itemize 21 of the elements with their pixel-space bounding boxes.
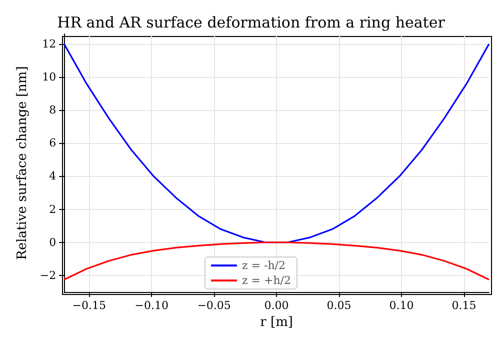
y-tick-label: 6 xyxy=(49,136,56,150)
y-tick-label: 12 xyxy=(42,37,56,50)
y-tick-label: 10 xyxy=(42,70,56,84)
x-tick-label: −0.15 xyxy=(72,299,106,312)
y-tick-label: 8 xyxy=(49,104,56,117)
y-tick-label: 4 xyxy=(49,170,56,183)
y-tick-label: 0 xyxy=(49,236,56,249)
chart-title: HR and AR surface deformation from a ring heater xyxy=(57,14,446,32)
x-tick-label: −0.05 xyxy=(197,299,231,312)
legend-label: z = -h/2 xyxy=(242,259,286,272)
line-series xyxy=(63,43,490,244)
x-tick-label: 0.15 xyxy=(452,299,476,312)
y-tick-label: −2 xyxy=(40,268,56,282)
x-tick-label: 0.00 xyxy=(264,299,289,312)
x-tick-label: 0.10 xyxy=(389,299,414,312)
x-tick-label: 0.05 xyxy=(326,299,352,312)
y-axis-title: Relative surface change [nm] xyxy=(15,66,30,260)
legend-label: z = +h/2 xyxy=(242,274,292,287)
x-tick-label: −0.10 xyxy=(134,299,168,312)
x-axis-title: r [m] xyxy=(260,315,293,330)
y-tick-label: 2 xyxy=(49,202,56,216)
